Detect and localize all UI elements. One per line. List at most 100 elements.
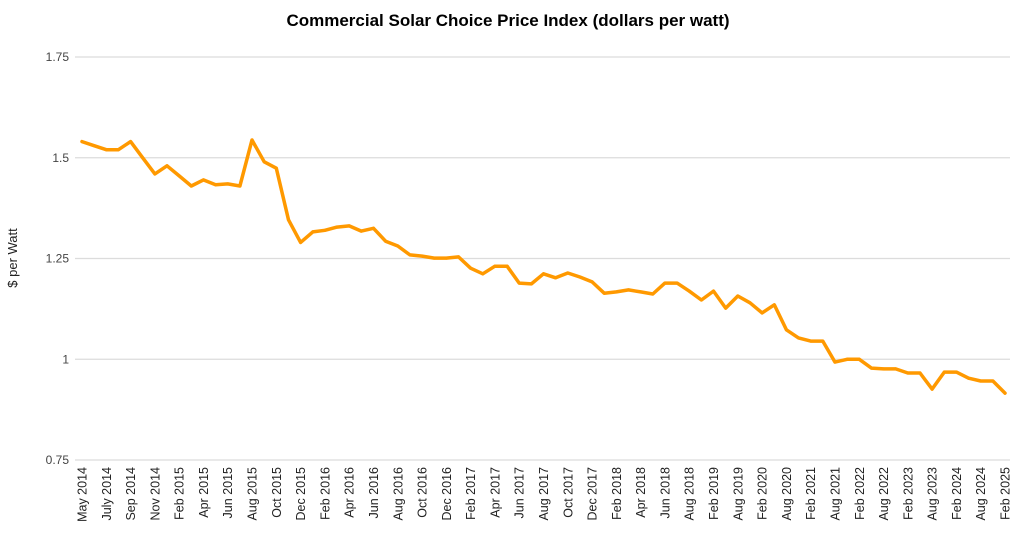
x-tick-label: Aug 2017 <box>537 467 551 521</box>
x-tick-label: Jun 2017 <box>513 467 527 518</box>
x-tick-label: Apr 2017 <box>488 467 502 518</box>
data-point <box>238 184 242 188</box>
data-point <box>444 256 448 260</box>
data-point <box>517 281 521 285</box>
data-point <box>481 272 485 276</box>
data-point <box>906 371 910 375</box>
x-tick-label: Aug 2020 <box>780 467 794 521</box>
data-point <box>92 144 96 148</box>
data-point <box>954 370 958 374</box>
x-tick-label: Aug 2018 <box>683 467 697 521</box>
data-point <box>80 140 84 144</box>
data-point <box>663 281 667 285</box>
price-index-line <box>80 138 1007 395</box>
data-point <box>505 264 509 268</box>
x-tick-label: Feb 2018 <box>610 467 624 520</box>
data-point <box>882 367 886 371</box>
x-tick-label: Apr 2015 <box>197 467 211 518</box>
data-point <box>420 254 424 258</box>
data-point <box>384 239 388 243</box>
data-point <box>627 288 631 292</box>
data-point <box>675 281 679 285</box>
data-point <box>116 148 120 152</box>
x-tick-label: Feb 2019 <box>707 467 721 520</box>
data-point <box>189 184 193 188</box>
data-point <box>930 387 934 391</box>
x-tick-label: Jun 2016 <box>367 467 381 518</box>
data-point <box>857 357 861 361</box>
x-tick-label: Feb 2025 <box>999 467 1013 520</box>
x-tick-label: Jun 2015 <box>221 467 235 518</box>
data-point <box>542 272 545 276</box>
data-point <box>554 276 558 280</box>
data-point <box>894 367 898 371</box>
x-tick-label: Feb 2022 <box>853 467 867 520</box>
data-point <box>493 264 497 268</box>
x-tick-label: Jun 2018 <box>658 467 672 518</box>
x-tick-label: Aug 2021 <box>828 467 842 521</box>
x-tick-label: Feb 2020 <box>756 467 770 520</box>
x-tick-label: Aug 2019 <box>731 467 745 521</box>
data-point <box>784 328 788 332</box>
data-point <box>712 289 716 293</box>
x-tick-label: Aug 2016 <box>391 467 405 521</box>
data-point <box>432 256 436 260</box>
x-tick-label: May 2014 <box>76 467 90 522</box>
data-point <box>845 357 849 361</box>
data-point <box>566 271 570 275</box>
data-point <box>1003 391 1007 395</box>
data-point <box>942 370 946 374</box>
x-tick-label: Sep 2014 <box>124 467 138 521</box>
x-tick-label: Feb 2024 <box>950 467 964 520</box>
data-point <box>408 253 412 257</box>
data-point <box>748 301 752 305</box>
data-point <box>967 376 971 380</box>
data-point <box>639 290 643 294</box>
y-tick-label: 1.5 <box>52 151 69 165</box>
data-point <box>262 160 266 164</box>
data-point <box>651 292 655 296</box>
y-tick-label: 1 <box>62 352 69 366</box>
data-point <box>590 280 594 284</box>
x-tick-label: Dec 2017 <box>586 467 600 521</box>
x-tick-label: Oct 2015 <box>270 467 284 518</box>
data-point <box>724 306 728 310</box>
x-tick-label: Oct 2017 <box>561 467 575 518</box>
data-point <box>809 339 813 343</box>
x-tick-label: Feb 2023 <box>901 467 915 520</box>
data-point <box>979 379 983 383</box>
data-point <box>469 266 473 270</box>
y-axis-label: $ per Watt <box>5 228 20 288</box>
x-tick-label: Aug 2024 <box>974 467 988 521</box>
data-point <box>153 172 157 176</box>
data-point <box>335 225 339 229</box>
data-point <box>456 255 460 259</box>
x-tick-label: Feb 2016 <box>318 467 332 520</box>
data-point <box>602 291 606 295</box>
x-tick-label: Apr 2016 <box>343 467 357 518</box>
data-point <box>396 244 400 248</box>
data-point <box>214 183 218 187</box>
data-point <box>250 138 254 142</box>
x-tick-label: Aug 2023 <box>926 467 940 521</box>
y-tick-label: 1.25 <box>46 252 70 266</box>
x-tick-label: Aug 2015 <box>246 467 260 521</box>
data-point <box>772 303 776 307</box>
x-tick-label: Feb 2021 <box>804 467 818 520</box>
data-point <box>104 148 108 152</box>
x-tick-label: Oct 2016 <box>416 467 430 518</box>
data-point <box>687 289 691 293</box>
data-point <box>274 166 278 170</box>
data-point <box>177 174 181 178</box>
x-tick-label: Aug 2022 <box>877 467 891 521</box>
data-point <box>129 140 133 144</box>
data-point <box>201 178 205 182</box>
data-point <box>323 228 327 232</box>
data-point <box>529 282 533 286</box>
data-point <box>286 218 290 222</box>
chart-title: Commercial Solar Choice Price Index (dol… <box>286 11 729 30</box>
x-tick-label: Dec 2015 <box>294 467 308 521</box>
data-point <box>614 290 618 294</box>
x-tick-label: Nov 2014 <box>148 467 162 521</box>
